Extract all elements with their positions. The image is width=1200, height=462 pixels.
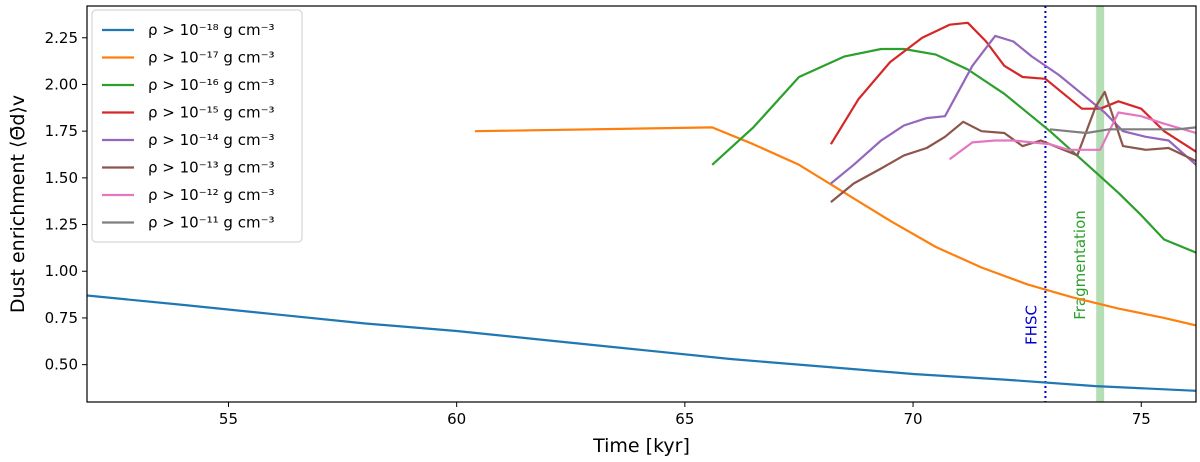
legend-entry: ρ > 10⁻¹⁶ g cm⁻³ — [148, 76, 275, 94]
x-tick-label: 70 — [903, 410, 922, 428]
legend-entry: ρ > 10⁻¹⁴ g cm⁻³ — [148, 131, 275, 149]
legend-entry: ρ > 10⁻¹⁷ g cm⁻³ — [148, 49, 275, 67]
x-axis-label: Time [kyr] — [592, 435, 690, 457]
x-tick-label: 65 — [675, 410, 694, 428]
legend-entry: ρ > 10⁻¹³ g cm⁻³ — [148, 159, 275, 177]
legend-box — [91, 9, 303, 243]
series-line-6 — [830, 90, 1196, 203]
plot-frame — [86, 5, 1197, 403]
y-tick-label: 1.25 — [45, 216, 78, 234]
series-line-7 — [948, 111, 1196, 161]
y-axis: 0.50 0.75 1.00 1.25 1.50 1.75 2.00 2.25 — [45, 29, 87, 374]
y-tick-label: 2.25 — [45, 29, 78, 47]
legend-entry: ρ > 10⁻¹² g cm⁻³ — [148, 186, 275, 204]
y-tick-label: 1.50 — [45, 169, 78, 187]
y-tick-label: 0.50 — [45, 356, 78, 374]
x-tick-label: 60 — [447, 410, 466, 428]
legend-entry: ρ > 10⁻¹⁵ g cm⁻³ — [148, 104, 275, 122]
fragmentation-band — [1096, 6, 1105, 402]
y-tick-label: 1.75 — [45, 122, 78, 140]
fhsc-label: FHSC — [1022, 305, 1040, 345]
series-layer — [87, 21, 1196, 392]
legend-entry: ρ > 10⁻¹¹ g cm⁻³ — [148, 214, 275, 232]
y-tick-label: 0.75 — [45, 309, 78, 327]
legend: ρ > 10⁻¹⁸ g cm⁻³ ρ > 10⁻¹⁷ g cm⁻³ ρ > 10⁻¹… — [91, 9, 303, 243]
y-axis-label: Dust enrichment ⟨Θ̄d⟩v — [7, 95, 29, 313]
series-line-8 — [1049, 126, 1196, 135]
x-tick-label: 75 — [1132, 410, 1151, 428]
series-line-1 — [87, 294, 1196, 392]
fragmentation-label: Fragmentation — [1071, 210, 1089, 320]
legend-entry: ρ > 10⁻¹⁸ g cm⁻³ — [148, 21, 275, 39]
series-line-3 — [711, 47, 1196, 254]
y-tick-label: 2.00 — [45, 75, 78, 93]
y-tick-label: 1.00 — [45, 262, 78, 280]
annotation-layer: FHSC Fragmentation — [1022, 6, 1105, 402]
x-tick-label: 55 — [219, 410, 238, 428]
series-line-5 — [830, 34, 1196, 185]
series-line-2 — [474, 126, 1196, 327]
x-axis: 55 60 65 70 75 — [219, 402, 1151, 428]
series-line-4 — [829, 21, 1196, 153]
